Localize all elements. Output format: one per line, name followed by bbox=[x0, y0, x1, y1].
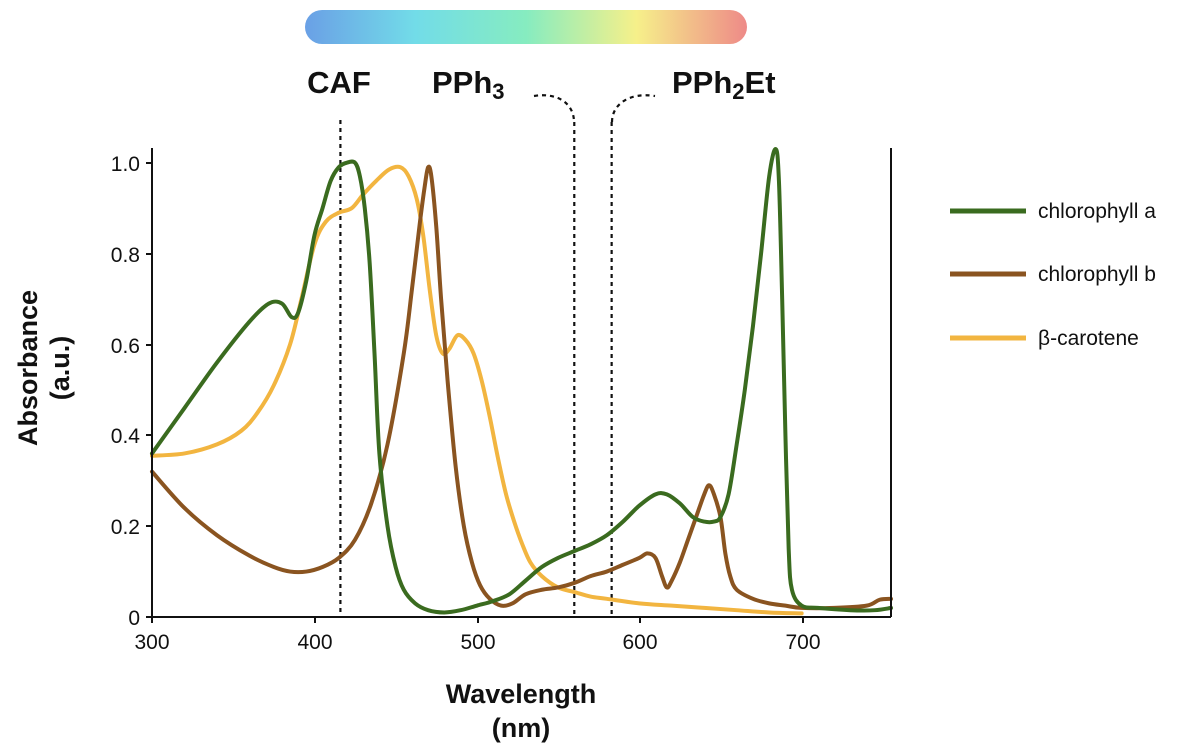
marker-pph2et-label: PPh2Et bbox=[672, 65, 776, 104]
x-axis-unit: (nm) bbox=[492, 713, 550, 743]
y-tick-label: 0.2 bbox=[111, 516, 140, 539]
y-tick-label: 0 bbox=[128, 607, 140, 630]
legend: chlorophyll a chlorophyll b β-carotene bbox=[950, 200, 1156, 350]
y-tick: 0.8 bbox=[111, 244, 152, 267]
y-tick-label: 0.8 bbox=[111, 244, 140, 267]
y-tick-label: 0.4 bbox=[111, 425, 141, 448]
x-axis-title: Wavelength bbox=[446, 679, 597, 709]
marker-pph3-label: PPh3 bbox=[432, 65, 505, 104]
x-tick: 700 bbox=[785, 617, 821, 654]
y-tick-label: 1.0 bbox=[111, 153, 140, 176]
legend-item-beta-carotene: β-carotene bbox=[950, 327, 1139, 350]
y-tick: 0 bbox=[128, 607, 152, 630]
x-tick: 400 bbox=[297, 617, 333, 654]
spectrum-bar bbox=[305, 10, 747, 44]
x-tick-label: 400 bbox=[297, 631, 332, 654]
series-group bbox=[150, 147, 893, 616]
y-tick-label: 0.6 bbox=[111, 335, 140, 358]
y-tick: 1.0 bbox=[111, 153, 152, 176]
marker-pph3-bracket bbox=[533, 94, 576, 123]
marker-lines bbox=[339, 120, 613, 617]
marker-pph2et-bracket bbox=[610, 94, 656, 123]
series-line-chlorophyll-a bbox=[150, 147, 893, 615]
x-tick-label: 600 bbox=[622, 631, 657, 654]
marker-label-pph3: PPh3 bbox=[432, 65, 505, 104]
x-tick-label: 500 bbox=[460, 631, 495, 654]
series-line-chlorophyll-b bbox=[150, 164, 893, 611]
y-axis-title: Absorbance bbox=[13, 290, 43, 446]
marker-caf-label: CAF bbox=[307, 65, 371, 100]
y-tick: 0.6 bbox=[111, 335, 152, 358]
legend-label: chlorophyll a bbox=[1038, 200, 1156, 223]
marker-label-pph2et: PPh2Et bbox=[672, 65, 776, 104]
x-tick-label: 700 bbox=[785, 631, 820, 654]
y-axis-unit: (a.u.) bbox=[45, 336, 75, 401]
legend-item-chlorophyll-a: chlorophyll a bbox=[950, 200, 1156, 223]
x-tick-label: 300 bbox=[134, 631, 169, 654]
y-tick: 0.2 bbox=[111, 516, 152, 539]
marker-label-caf: CAF bbox=[307, 65, 371, 100]
x-tick: 600 bbox=[622, 617, 658, 654]
legend-label: chlorophyll b bbox=[1038, 263, 1156, 286]
series-line-carotene bbox=[150, 164, 804, 616]
y-tick: 0.4 bbox=[111, 425, 152, 448]
legend-item-chlorophyll-b: chlorophyll b bbox=[950, 263, 1156, 286]
x-tick: 500 bbox=[460, 617, 496, 654]
legend-label: β-carotene bbox=[1038, 327, 1139, 350]
